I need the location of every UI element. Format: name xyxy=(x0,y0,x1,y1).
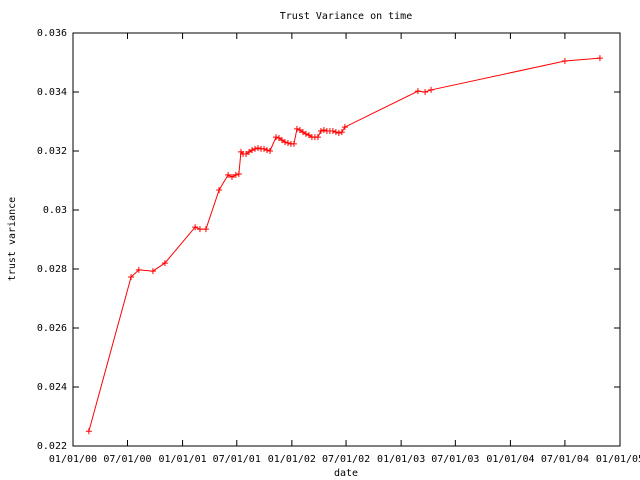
point-marker xyxy=(341,124,348,131)
x-tick-label: 01/01/03 xyxy=(377,454,425,465)
point-marker xyxy=(232,171,239,178)
point-marker xyxy=(338,129,345,136)
x-tick-label: 01/01/01 xyxy=(158,454,206,465)
point-marker xyxy=(255,145,262,152)
point-marker xyxy=(414,88,421,95)
point-marker xyxy=(561,58,568,65)
point-marker xyxy=(216,186,223,193)
point-marker xyxy=(196,226,203,233)
y-tick-label: 0.024 xyxy=(37,382,67,393)
point-marker xyxy=(228,173,235,180)
y-tick-label: 0.034 xyxy=(37,87,67,98)
point-marker xyxy=(249,147,256,154)
x-tick-label: 07/01/03 xyxy=(431,454,479,465)
point-marker xyxy=(264,147,271,154)
point-marker xyxy=(85,428,92,435)
point-marker xyxy=(293,125,300,132)
point-marker xyxy=(267,148,274,154)
y-tick-label: 0.026 xyxy=(37,323,67,334)
point-marker xyxy=(290,140,297,147)
x-tick-label: 01/01/02 xyxy=(268,454,316,465)
y-tick-label: 0.028 xyxy=(37,264,67,275)
y-tick-label: 0.032 xyxy=(37,146,67,157)
point-marker xyxy=(320,127,327,134)
point-marker xyxy=(135,266,142,273)
data-line xyxy=(88,57,600,432)
plot-border xyxy=(72,32,621,447)
chart-title: Trust Variance on time xyxy=(280,11,412,22)
point-marker xyxy=(128,273,135,280)
point-marker xyxy=(202,226,209,233)
point-marker xyxy=(428,86,435,93)
point-marker xyxy=(314,134,321,141)
x-axis-label: date xyxy=(334,468,358,479)
point-marker xyxy=(317,127,324,134)
point-marker xyxy=(225,171,232,178)
point-marker xyxy=(149,268,156,275)
point-marker xyxy=(272,134,279,141)
x-tick-label: 07/01/01 xyxy=(213,454,261,465)
point-marker xyxy=(161,260,168,267)
y-tick-label: 0.022 xyxy=(37,441,67,452)
x-tick-label: 01/01/00 xyxy=(49,454,97,465)
point-marker xyxy=(329,127,336,134)
x-tick-label: 01/01/04 xyxy=(486,454,534,465)
y-tick-label: 0.03 xyxy=(43,205,67,216)
point-marker xyxy=(192,224,199,231)
x-tick-label: 01/01/05 xyxy=(596,454,640,465)
y-axis-label: trust variance xyxy=(7,197,18,281)
point-marker xyxy=(302,130,309,137)
point-marker xyxy=(281,139,288,146)
point-marker xyxy=(252,145,259,152)
point-marker xyxy=(284,140,291,147)
point-marker xyxy=(235,171,242,178)
x-tick-label: 07/01/00 xyxy=(103,454,151,465)
point-marker xyxy=(335,130,342,137)
y-tick-label: 0.036 xyxy=(37,28,67,39)
point-marker xyxy=(332,129,339,136)
point-marker xyxy=(596,55,603,62)
point-marker xyxy=(261,145,268,152)
point-marker xyxy=(422,89,429,95)
x-tick-label: 07/01/02 xyxy=(322,454,370,465)
x-tick-label: 07/01/04 xyxy=(541,454,589,465)
